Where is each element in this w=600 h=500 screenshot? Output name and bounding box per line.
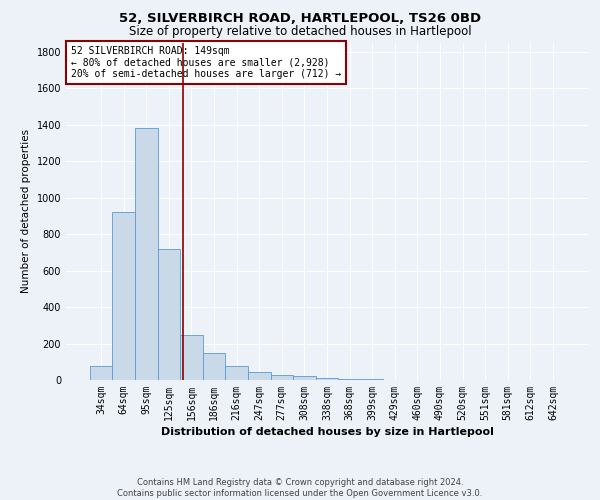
Text: Size of property relative to detached houses in Hartlepool: Size of property relative to detached ho… xyxy=(128,25,472,38)
Bar xyxy=(293,376,316,380)
Bar xyxy=(271,375,293,380)
Bar xyxy=(135,128,158,380)
Bar xyxy=(90,366,112,380)
Text: 52, SILVERBIRCH ROAD, HARTLEPOOL, TS26 0BD: 52, SILVERBIRCH ROAD, HARTLEPOOL, TS26 0… xyxy=(119,12,481,26)
X-axis label: Distribution of detached houses by size in Hartlepool: Distribution of detached houses by size … xyxy=(161,427,493,437)
Bar xyxy=(248,372,271,380)
Bar xyxy=(203,353,226,380)
Bar xyxy=(316,378,338,380)
Y-axis label: Number of detached properties: Number of detached properties xyxy=(21,129,31,294)
Bar xyxy=(112,212,135,380)
Text: Contains HM Land Registry data © Crown copyright and database right 2024.
Contai: Contains HM Land Registry data © Crown c… xyxy=(118,478,482,498)
Bar xyxy=(158,248,180,380)
Bar xyxy=(180,335,203,380)
Bar xyxy=(226,366,248,380)
Text: 52 SILVERBIRCH ROAD: 149sqm
← 80% of detached houses are smaller (2,928)
20% of : 52 SILVERBIRCH ROAD: 149sqm ← 80% of det… xyxy=(71,46,341,79)
